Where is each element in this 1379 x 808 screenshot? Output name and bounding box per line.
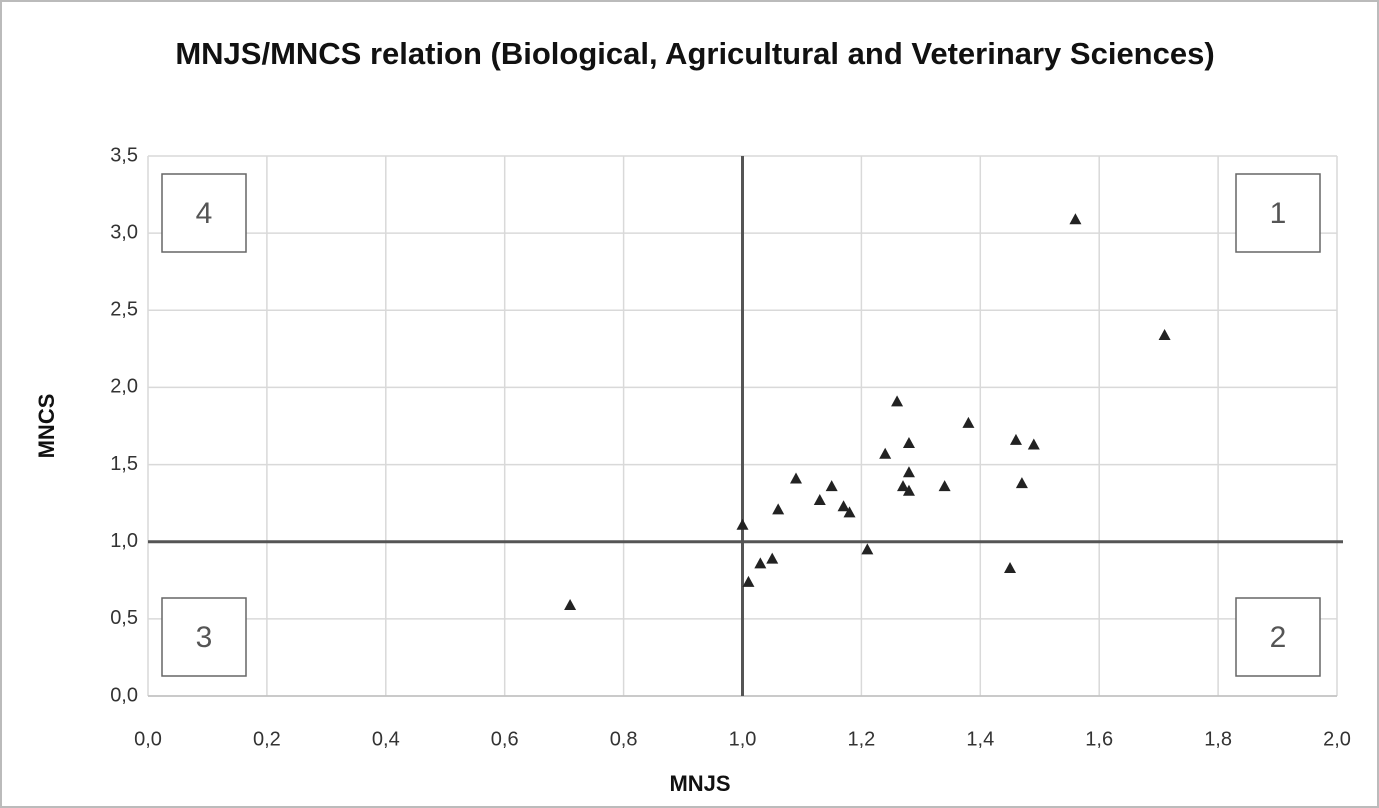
point xyxy=(1069,213,1082,225)
point xyxy=(825,480,838,492)
quadrant-label: 4 xyxy=(196,197,213,230)
point xyxy=(1015,477,1028,489)
y-tick-label: 0,0 xyxy=(110,684,138,706)
point xyxy=(1009,433,1022,445)
point xyxy=(962,416,975,428)
point xyxy=(790,472,803,484)
x-tick-label: 0,4 xyxy=(372,728,400,750)
point xyxy=(1027,438,1040,450)
y-tick-label: 2,5 xyxy=(110,299,138,321)
point xyxy=(891,395,904,407)
point xyxy=(837,500,850,512)
point xyxy=(742,575,755,587)
x-tick-label: 1,4 xyxy=(966,728,994,750)
quadrant-label: 2 xyxy=(1270,621,1287,654)
x-tick-label: 0,0 xyxy=(134,728,162,750)
quadrant-box xyxy=(161,173,247,253)
y-tick-label: 3,0 xyxy=(110,221,138,243)
x-tick-label: 1,6 xyxy=(1085,728,1113,750)
x-tick-label: 1,2 xyxy=(847,728,875,750)
x-tick-label: 2,0 xyxy=(1323,728,1351,750)
point xyxy=(1158,328,1171,340)
point xyxy=(754,557,767,569)
point xyxy=(564,598,577,610)
y-axis-label: MNCS xyxy=(34,394,59,459)
y-tick-label: 0,5 xyxy=(110,607,138,629)
point xyxy=(902,466,915,478)
x-tick-label: 1,8 xyxy=(1204,728,1232,750)
quadrant-label: 3 xyxy=(196,621,213,654)
y-tick-label: 3,5 xyxy=(110,144,138,166)
y-tick-label: 1,0 xyxy=(110,530,138,552)
point xyxy=(766,552,779,564)
y-tick-label: 1,5 xyxy=(110,453,138,475)
quadrant-label: 1 xyxy=(1270,197,1287,230)
point xyxy=(879,447,892,459)
point xyxy=(861,543,874,555)
quadrant-box xyxy=(1235,173,1321,253)
point xyxy=(1004,561,1017,573)
point xyxy=(902,484,915,496)
point xyxy=(902,436,915,448)
point xyxy=(897,480,910,492)
chart-title: MNJS/MNCS relation (Biological, Agricult… xyxy=(175,36,1215,71)
quadrant-box xyxy=(1235,597,1321,677)
point xyxy=(736,518,749,530)
point xyxy=(843,506,856,518)
x-axis-label: MNJS xyxy=(669,771,730,796)
y-tick-label: 2,0 xyxy=(110,376,138,398)
point xyxy=(813,494,826,506)
x-tick-label: 0,2 xyxy=(253,728,281,750)
x-tick-label: 0,8 xyxy=(610,728,638,750)
x-tick-label: 0,6 xyxy=(491,728,519,750)
quadrant-box xyxy=(161,597,247,677)
x-tick-label: 1,0 xyxy=(729,728,757,750)
point xyxy=(938,480,951,492)
point xyxy=(772,503,785,515)
